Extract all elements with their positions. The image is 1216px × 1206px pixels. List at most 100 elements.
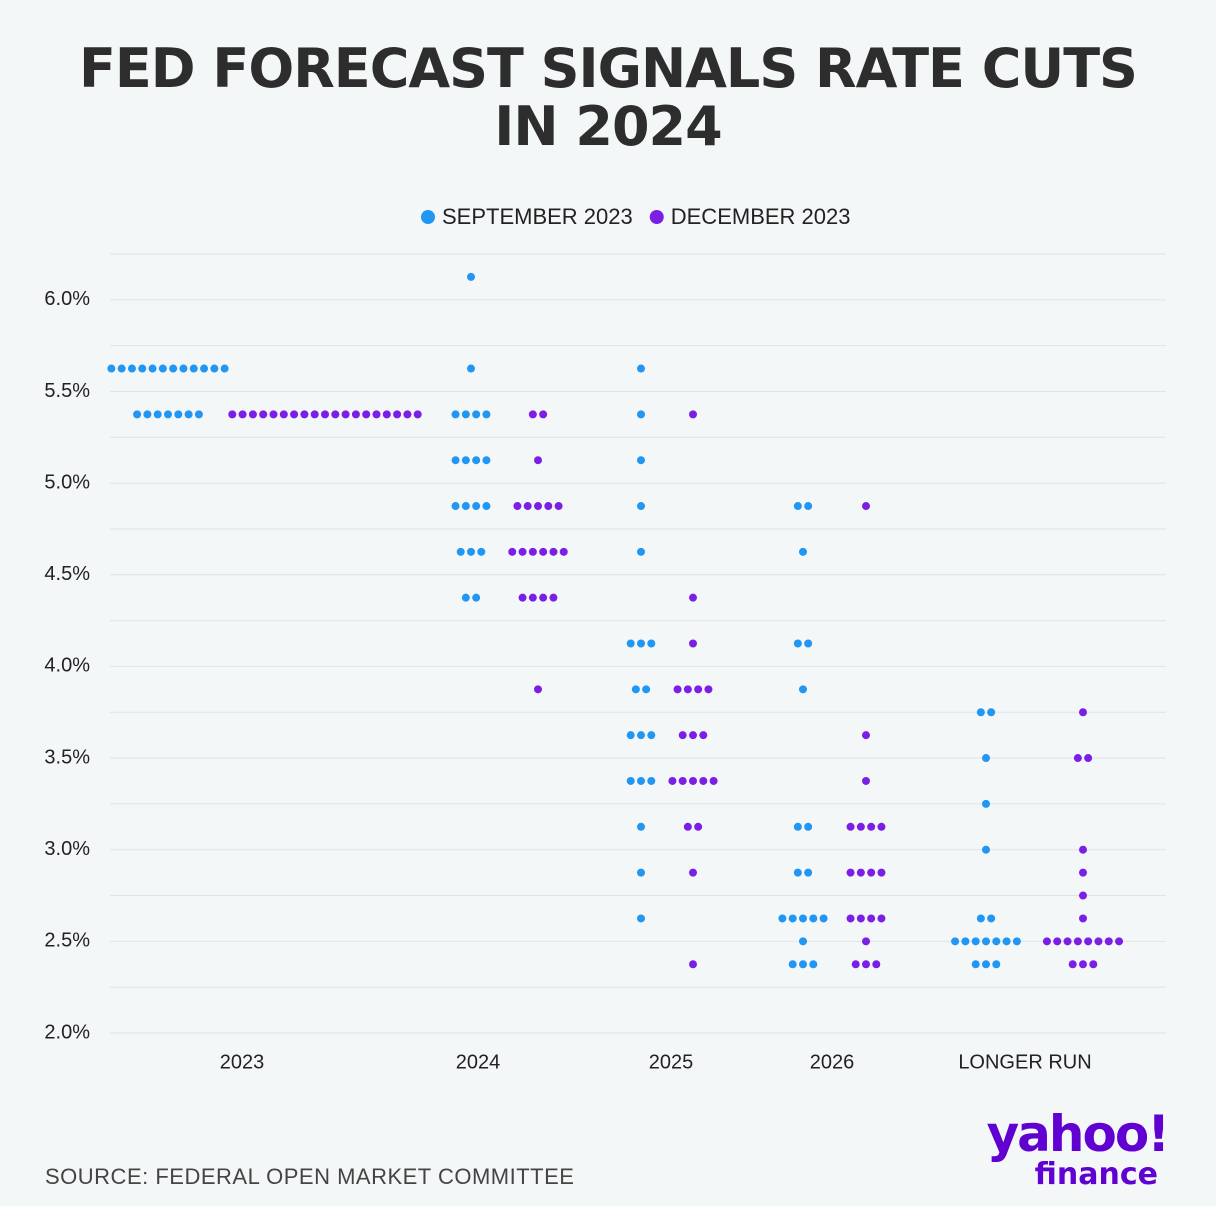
dot xyxy=(799,685,807,694)
chart-title: FED FORECAST SIGNALS RATE CUTS IN 2024 xyxy=(79,37,1138,158)
dot xyxy=(647,776,656,785)
dot xyxy=(799,914,807,923)
dot xyxy=(689,593,697,602)
dot xyxy=(788,960,797,969)
dot xyxy=(668,776,677,785)
dot xyxy=(482,410,491,419)
dot xyxy=(1079,914,1087,923)
dot xyxy=(642,685,651,694)
y-tick-label: 2.0% xyxy=(44,1021,90,1043)
dot xyxy=(362,410,371,419)
y-tick-label: 5.5% xyxy=(44,380,90,402)
dot xyxy=(694,685,703,694)
dot xyxy=(976,708,985,717)
dot xyxy=(799,937,807,946)
dot xyxy=(143,410,152,419)
dot xyxy=(699,731,708,740)
dot xyxy=(482,456,491,465)
dot xyxy=(1079,868,1087,877)
y-tick-label: 2.5% xyxy=(44,930,90,952)
dot xyxy=(694,822,703,831)
dot xyxy=(637,822,645,831)
dot xyxy=(518,593,527,602)
dot xyxy=(846,822,855,831)
dot xyxy=(637,502,645,511)
dot xyxy=(1084,754,1093,763)
dot xyxy=(1079,845,1087,854)
dot xyxy=(626,639,635,648)
dot xyxy=(158,364,167,373)
dot xyxy=(793,822,802,831)
dot xyxy=(127,364,136,373)
dot xyxy=(689,960,697,969)
dot xyxy=(472,593,481,602)
logo: yahoo! finance xyxy=(972,1105,1170,1190)
dot xyxy=(1063,937,1072,946)
dot xyxy=(523,502,532,511)
dot xyxy=(341,410,350,419)
dot xyxy=(982,960,990,969)
dot xyxy=(534,502,542,511)
dot xyxy=(1084,937,1093,946)
dot xyxy=(456,547,465,556)
dot xyxy=(461,456,470,465)
dot xyxy=(856,914,865,923)
dot xyxy=(467,272,475,281)
dot xyxy=(539,547,548,556)
dot xyxy=(689,731,697,740)
dot xyxy=(164,410,172,419)
dot xyxy=(1079,960,1087,969)
x-tick-label: 2023 xyxy=(220,1051,265,1073)
dot xyxy=(709,776,718,785)
dot xyxy=(626,776,635,785)
dot xyxy=(539,410,548,419)
dot xyxy=(856,822,865,831)
y-tick-label: 6.0% xyxy=(44,288,90,310)
legend-label: SEPTEMBER 2023 xyxy=(442,204,633,229)
dot xyxy=(971,960,980,969)
dot xyxy=(1073,937,1082,946)
dot xyxy=(228,410,237,419)
dot xyxy=(809,914,818,923)
dot xyxy=(987,914,996,923)
dot xyxy=(539,593,548,602)
dot xyxy=(982,845,990,854)
dot xyxy=(704,685,713,694)
dot xyxy=(1042,937,1051,946)
dot xyxy=(559,547,568,556)
y-tick-label: 4.5% xyxy=(44,563,90,585)
dot xyxy=(1073,754,1082,763)
dot xyxy=(220,364,229,373)
dot xyxy=(451,456,460,465)
dot xyxy=(1053,937,1062,946)
dot xyxy=(259,410,268,419)
y-tick-label: 3.5% xyxy=(44,746,90,768)
logo-brand: yahoo! xyxy=(986,1105,1170,1163)
dot xyxy=(467,547,475,556)
dot xyxy=(678,731,687,740)
dot xyxy=(528,410,537,419)
dot xyxy=(992,937,1001,946)
dot xyxy=(872,960,881,969)
dot xyxy=(788,914,797,923)
dot xyxy=(804,639,813,648)
dot xyxy=(678,776,687,785)
dot xyxy=(631,685,640,694)
dot xyxy=(699,776,708,785)
dot xyxy=(117,364,126,373)
dot xyxy=(554,502,563,511)
dot xyxy=(1089,960,1098,969)
dot xyxy=(179,364,188,373)
dot xyxy=(451,410,460,419)
dot xyxy=(1079,891,1087,900)
dot xyxy=(279,410,288,419)
dot xyxy=(477,547,486,556)
dot xyxy=(862,960,870,969)
dot xyxy=(189,364,198,373)
dot xyxy=(1068,960,1077,969)
dot xyxy=(393,410,402,419)
dot xyxy=(1115,937,1124,946)
dot xyxy=(637,456,645,465)
dot xyxy=(451,502,460,511)
dot xyxy=(961,937,970,946)
